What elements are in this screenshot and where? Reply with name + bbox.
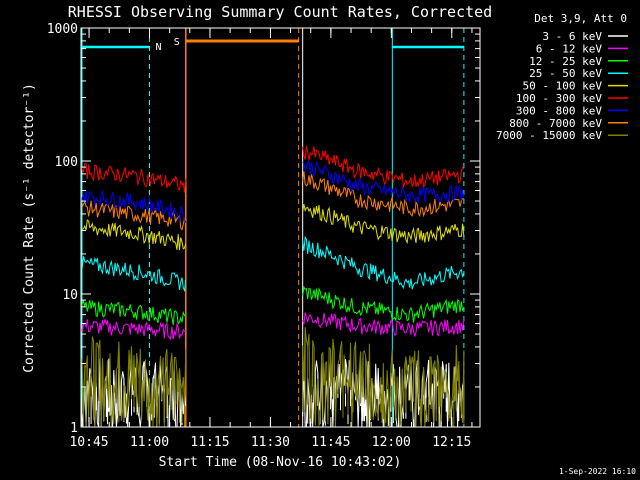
series-line bbox=[80, 189, 187, 223]
x-axis: 10:45 11:00 11:15 11:30 11:45 12:00 12:15 bbox=[69, 28, 473, 450]
series-line bbox=[80, 219, 187, 251]
legend-label: 100 - 300 keV bbox=[516, 92, 602, 105]
y-tick-label: 10 bbox=[62, 288, 78, 303]
series-line bbox=[80, 336, 187, 428]
y-axis: 1 10 100 1000 bbox=[47, 22, 480, 436]
legend-label: 3 - 6 keV bbox=[542, 30, 602, 43]
legend-label: 300 - 800 keV bbox=[516, 104, 602, 117]
night-flag-label: N bbox=[156, 42, 162, 53]
y-tick-label: 1 bbox=[70, 421, 78, 436]
series-line bbox=[302, 235, 465, 290]
legend-label: 12 - 25 keV bbox=[529, 55, 602, 68]
x-tick-label: 11:15 bbox=[190, 435, 229, 450]
x-axis-label: Start Time (08-Nov-16 10:43:02) bbox=[159, 455, 402, 470]
saa-flag-label: S bbox=[174, 37, 180, 48]
footer-timestamp: 1-Sep-2022 16:10 bbox=[559, 467, 636, 476]
legend-label: 25 - 50 keV bbox=[529, 67, 602, 80]
series-line bbox=[80, 317, 187, 341]
series-line bbox=[80, 256, 187, 293]
x-tick-label: 12:15 bbox=[432, 435, 471, 450]
x-tick-label: 10:45 bbox=[69, 435, 108, 450]
series-line bbox=[302, 203, 465, 245]
x-tick-label: 11:45 bbox=[311, 435, 350, 450]
series-line bbox=[80, 299, 187, 326]
series-line bbox=[302, 285, 465, 323]
legend-label: 7000 - 15000 keV bbox=[496, 129, 602, 142]
plot-frame bbox=[80, 27, 481, 428]
legend-title: Det 3,9, Att 0 bbox=[534, 12, 627, 25]
legend-label: 6 - 12 keV bbox=[536, 42, 603, 55]
series-line bbox=[302, 145, 465, 188]
x-tick-label: 11:00 bbox=[130, 435, 169, 450]
x-tick-label: 12:00 bbox=[372, 435, 411, 450]
legend-label: 800 - 7000 keV bbox=[509, 117, 602, 130]
y-axis-label: Corrected Count Rate (s⁻¹ detector⁻¹) bbox=[22, 83, 37, 373]
series-line bbox=[302, 359, 465, 428]
y-tick-label: 100 bbox=[55, 155, 78, 170]
chart-title: RHESSI Observing Summary Count Rates, Co… bbox=[68, 3, 492, 21]
series-line bbox=[302, 327, 465, 428]
series-line bbox=[302, 312, 465, 337]
y-tick-label: 1000 bbox=[47, 22, 78, 37]
series-line bbox=[302, 171, 465, 218]
series-line bbox=[302, 159, 465, 204]
series-line bbox=[80, 162, 187, 193]
series-line bbox=[80, 200, 187, 231]
x-tick-label: 11:30 bbox=[251, 435, 290, 450]
legend-label: 50 - 100 keV bbox=[523, 80, 603, 93]
